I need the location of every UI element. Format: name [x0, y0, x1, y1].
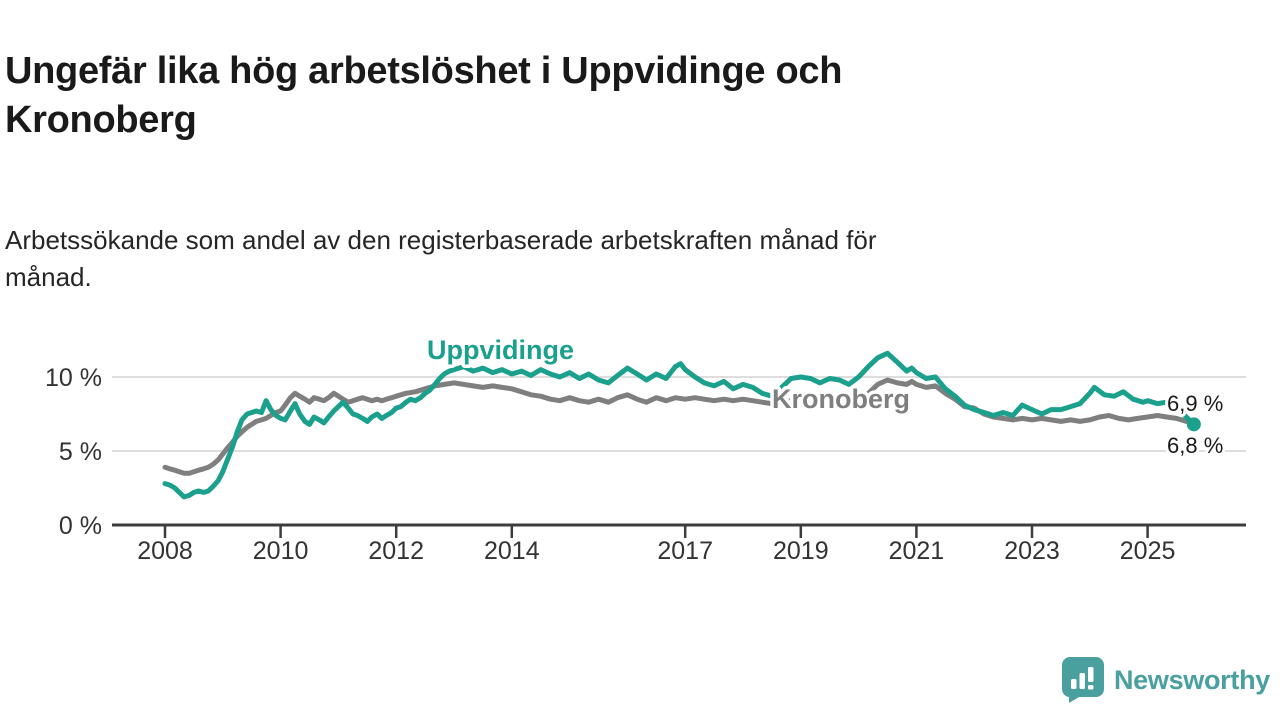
x-tick-label: 2008 [137, 537, 193, 565]
series-line-kronoberg [162, 377, 1197, 476]
chart-subtitle: Arbetssökande som andel av den registerb… [5, 222, 1205, 296]
newsworthy-wordmark: Newsworthy [1113, 664, 1270, 695]
x-tick-label: 2017 [657, 537, 713, 565]
series-label-uppvidinge: Uppvidinge [427, 335, 574, 365]
x-tick-label: 2019 [773, 537, 829, 565]
x-tick-label: 2010 [253, 537, 309, 565]
series-end-dot-uppvidinge [1186, 417, 1201, 432]
end-value-label-uppvidinge: 6,8 % [1167, 433, 1223, 458]
newsworthy-logo: Newsworthy [1061, 656, 1270, 704]
end-value-label-kronoberg: 6,9 % [1167, 391, 1223, 416]
series-label-kronoberg: Kronoberg [772, 384, 910, 414]
x-tick-label: 2023 [1004, 537, 1060, 565]
chart-title-line-1: Ungefär lika hög arbetslöshet i Uppvidin… [5, 50, 843, 93]
x-tick-label: 2014 [484, 537, 540, 565]
y-axis-label: 0 % [59, 512, 102, 540]
chart-title-line-2: Kronoberg [5, 99, 197, 142]
x-tick-label: 2021 [889, 537, 945, 565]
series-line-uppvidinge [162, 350, 1197, 500]
x-tick-label: 2025 [1120, 537, 1176, 565]
y-axis-label: 5 % [59, 438, 102, 466]
y-axis-label: 10 % [45, 364, 102, 392]
newsworthy-bubble-icon [1061, 657, 1104, 703]
chart-subtitle-line-2: månad. [5, 262, 92, 292]
x-tick-label: 2012 [368, 537, 424, 565]
chart-title: Ungefär lika hög arbetslöshet i Uppvidin… [5, 47, 1155, 145]
chart-subtitle-line-1: Arbetssökande som andel av den registerb… [5, 225, 877, 255]
